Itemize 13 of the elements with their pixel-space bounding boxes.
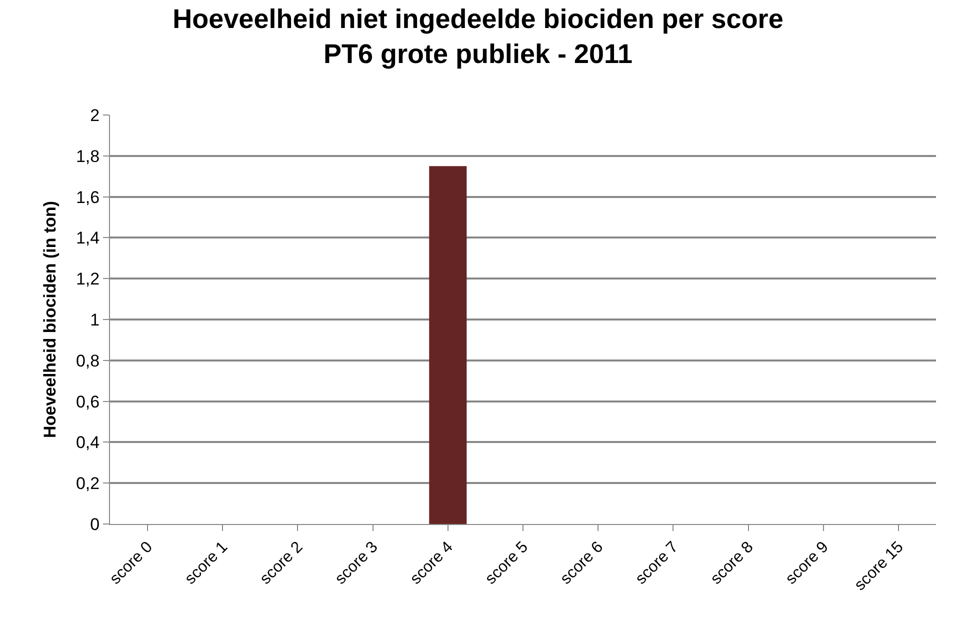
y-tick-label: 1 — [90, 310, 100, 330]
chart-title: Hoeveelheid niet ingedeelde biociden per score PT6 grote publiek - 2011 — [172, 4, 784, 69]
y-axis-title: Hoeveelheid biociden (in ton) — [40, 200, 60, 438]
y-tick-label: 1,4 — [76, 228, 100, 248]
y-tick-label: 0,4 — [76, 433, 100, 452]
y-tick-label: 1,2 — [76, 270, 100, 289]
y-tick-label: 0 — [90, 514, 100, 534]
y-tick-label: 0,2 — [76, 474, 100, 494]
y-tick-label: 1,8 — [76, 146, 100, 166]
y-tick-label: 0,8 — [76, 351, 100, 370]
y-tick-label: 2 — [90, 106, 100, 125]
y-tick-label: 0,6 — [76, 392, 100, 412]
y-tick-label: 1,6 — [76, 188, 100, 207]
